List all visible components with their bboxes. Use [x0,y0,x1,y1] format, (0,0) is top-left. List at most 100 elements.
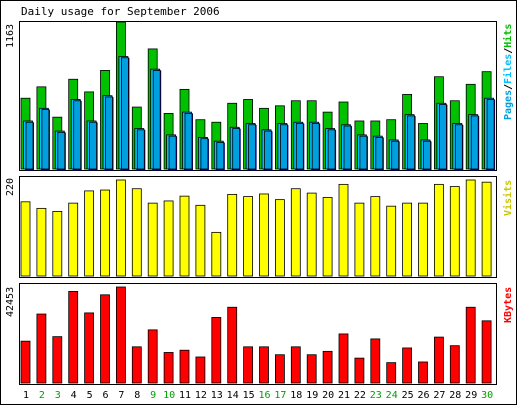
pages-bar-day-3 [57,131,66,170]
visits-bar-day-26 [418,202,428,277]
visits-legend: Visits [502,180,514,216]
visits-bar-day-3 [52,211,63,277]
visits-bar-day-24 [386,205,397,277]
hits-files-pages-bars [20,21,496,171]
pages-bar-day-6 [105,96,113,170]
legend-files: Files [502,54,514,84]
pages-bar-day-16 [264,130,272,170]
pages-bar-day-21 [343,125,352,170]
kbytes-bar-day-7 [116,286,126,384]
visits-bar-day-28 [449,186,460,277]
day-label-11: 11 [179,390,191,401]
pages-bar-day-1 [25,121,34,170]
day-label-10: 10 [163,390,175,401]
visits-bar-day-22 [354,202,365,277]
legend-sep2: / [503,48,514,54]
day-label-18: 18 [290,390,302,401]
kbytes-bar-day-25 [402,347,413,384]
day-label-12: 12 [195,390,207,401]
kbytes-bar-day-6 [100,294,110,384]
visits-bar-day-8 [131,188,142,277]
day-label-5: 5 [87,390,93,401]
day-axis-labels: 1 2 3 4 5 6 7 8 9 10 11 12 13 14 15 16 17 18 19 20 21 22 23 24 2… [23,390,493,401]
kbytes-bar-day-22 [354,357,365,384]
kbytes-bar-day-8 [131,346,142,384]
day-label-24: 24 [386,390,398,401]
kbytes-bar-day-9 [147,329,158,384]
visits-panel-frame [19,176,497,278]
day-label-17: 17 [274,390,286,401]
visits-bar-day-14 [227,193,238,277]
visits-bar-day-27 [433,183,444,277]
day-label-9: 9 [150,390,156,401]
pages-bar-day-8 [136,129,145,170]
pages-bar-day-30 [486,99,495,170]
kbytes-bar-day-28 [449,345,460,384]
kbytes-bar-day-26 [418,361,428,384]
kbytes-bar-day-27 [433,336,444,384]
visits-bar-day-7 [116,179,126,277]
hits-panel-frame [19,21,497,171]
pages-bar-day-19 [311,123,320,170]
visits-bar-day-11 [179,195,190,277]
day-label-4: 4 [71,390,77,401]
visits-bar-day-18 [290,188,301,277]
pages-bar-day-28 [454,124,463,170]
pages-bar-day-18 [295,123,304,170]
pages-bar-day-11 [184,112,193,170]
pages-bar-day-14 [232,128,241,170]
kbytes-panel: 42453 KBytes [5,283,514,385]
visits-bar-day-1 [20,201,31,277]
visits-bar-day-21 [338,183,349,277]
kbytes-bar-day-20 [322,350,333,384]
kbytes-legend: KBytes [503,287,514,323]
visits-bar-day-12 [195,204,206,277]
day-label-19: 19 [306,390,318,401]
chart-title: Daily usage for September 2006 [21,5,220,18]
pages-bar-day-5 [89,121,97,170]
visits-bar-day-20 [322,197,333,277]
kbytes-bar-day-13 [211,317,222,384]
visits-bar-day-6 [100,189,110,277]
kbytes-panel-max-label: 42453 [5,287,16,317]
visits-bar-day-17 [274,199,285,277]
day-label-2: 2 [39,390,45,401]
day-label-28: 28 [449,390,461,401]
day-label-30: 30 [481,390,493,401]
kbytes-bar-day-21 [338,333,349,384]
kbytes-bar-day-14 [227,306,238,384]
visits-bar-day-5 [84,190,94,277]
hits-files-pages-panel: 1163 Pages/Files/Hits [5,21,514,171]
pages-bar-day-17 [279,124,288,170]
kbytes-bars [20,286,492,384]
legend-hits: Hits [502,24,514,48]
day-label-1: 1 [23,390,29,401]
day-label-14: 14 [227,390,239,401]
pages-bar-day-4 [73,100,82,170]
day-label-26: 26 [417,390,429,401]
visits-bar-day-16 [259,193,269,277]
visits-bar-day-25 [402,202,413,277]
hits-panel-max-label: 1163 [5,24,16,48]
kbytes-bar-day-12 [195,356,206,384]
visits-bar-day-30 [481,181,492,277]
kbytes-bar-day-3 [52,336,63,384]
kbytes-bar-day-30 [481,320,492,384]
kbytes-bar-day-23 [370,338,381,384]
pages-bar-day-13 [216,142,225,170]
visits-bar-day-9 [147,202,158,277]
kbytes-panel-frame [19,283,497,385]
visits-bar-day-29 [465,179,476,277]
visits-bar-day-10 [163,200,174,277]
day-label-29: 29 [465,390,477,401]
pages-bar-day-22 [359,135,368,170]
legend-sep1: / [503,84,514,90]
pages-bar-day-9 [152,70,161,170]
day-label-20: 20 [322,390,334,401]
pages-bar-day-23 [375,137,384,170]
pages-bar-day-2 [41,109,50,170]
day-label-7: 7 [118,390,124,401]
kbytes-bar-day-16 [259,346,269,384]
